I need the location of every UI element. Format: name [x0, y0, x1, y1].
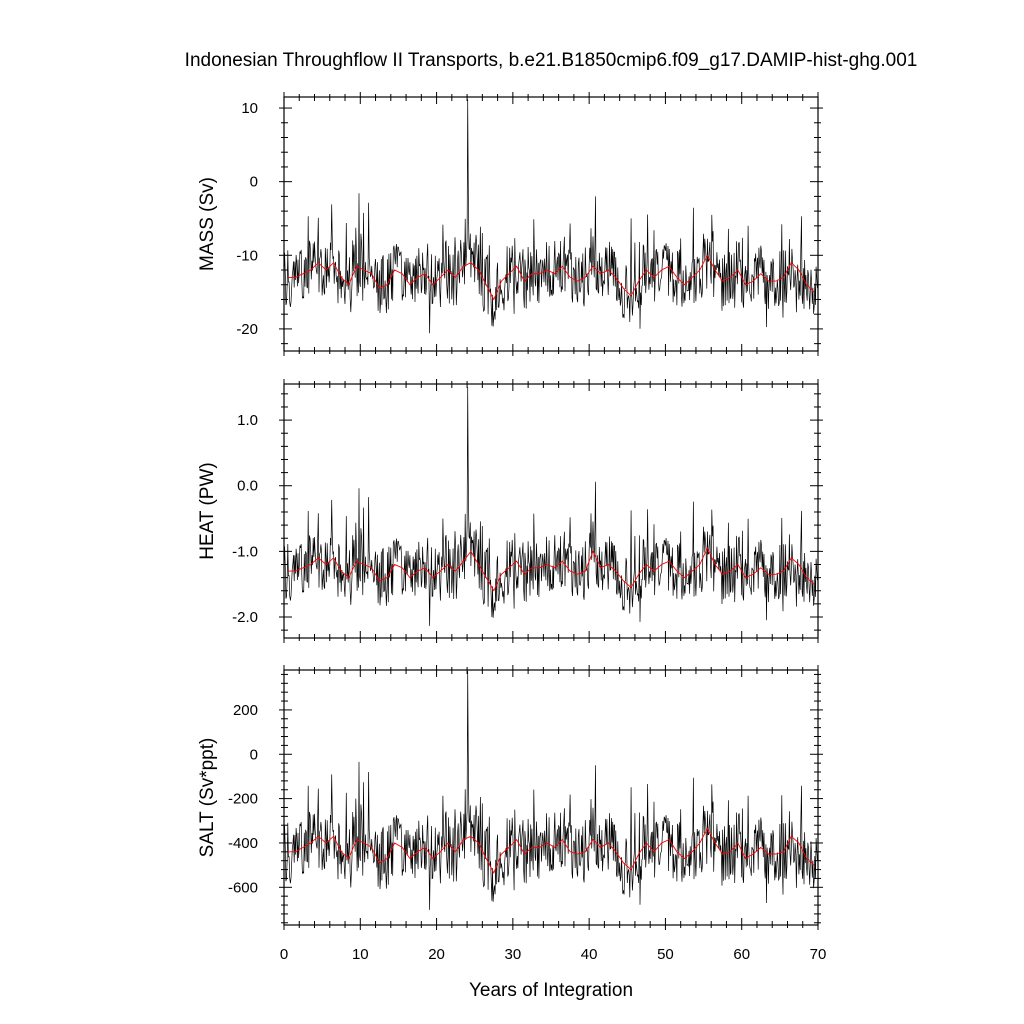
mass-panel: MASS (Sv) -20 -10 0 10: [197, 92, 823, 356]
heat-panel: HEAT (PW) -2.0 -1.0 0.0 1.0: [197, 379, 823, 643]
chart-title: Indonesian Throughflow II Transports, b.…: [185, 50, 918, 71]
salt-annual-mean-series-line: [287, 827, 815, 874]
mass-annual-mean-series-line: [287, 254, 815, 301]
heat-y-axis-title: HEAT (PW): [197, 462, 218, 559]
salt-panel: SALT (Sv*ppt) -600 -400 -200 0 200 0 10 20 30 40 50…: [197, 665, 826, 963]
salt-y-tick-label: -600: [228, 879, 258, 896]
heat-y-tick-label: 0.0: [237, 478, 258, 495]
salt-plot-frame: [283, 669, 819, 926]
salt-y-tick-label: -200: [228, 791, 258, 808]
mass-y-tick-label: 10: [241, 100, 258, 117]
heat-y-tick-label: -2.0: [232, 609, 258, 626]
salt-y-axis-title: SALT (Sv*ppt): [197, 738, 218, 858]
salt-monthly-series-line: [284, 671, 818, 910]
heat-annual-mean-series-line: [287, 547, 815, 592]
heat-y-tick-label: -1.0: [232, 543, 258, 560]
salt-y-tick-label: 200: [233, 702, 258, 719]
heat-monthly-series-line: [284, 387, 818, 626]
salt-y-tick-label: -400: [228, 835, 258, 852]
mass-y-axis-title: MASS (Sv): [197, 177, 218, 271]
salt-y-tick-label: 0: [250, 746, 258, 763]
salt-x-tick-label: 20: [428, 946, 445, 963]
mass-y-tick-label: -10: [236, 247, 258, 264]
mass-y-tick-label: -20: [236, 321, 258, 338]
mass-monthly-series-line: [284, 99, 818, 334]
heat-plot-frame: [283, 383, 819, 639]
salt-x-tick-label: 60: [733, 946, 750, 963]
panels-group: MASS (Sv) -20 -10 0 10 HEAT (PW) -2.0 -1.0 0.0 1.…: [197, 92, 826, 963]
salt-x-tick-label: 0: [280, 946, 288, 963]
salt-x-tick-label: 10: [352, 946, 369, 963]
salt-x-tick-label: 70: [810, 946, 827, 963]
mass-plot-frame: [283, 96, 819, 352]
mass-y-tick-label: 0: [250, 174, 258, 191]
salt-x-tick-label: 30: [505, 946, 522, 963]
x-axis-title: Years of Integration: [469, 980, 633, 1001]
heat-y-tick-label: 1.0: [237, 412, 258, 429]
salt-x-tick-label: 50: [657, 946, 674, 963]
salt-x-tick-label: 40: [581, 946, 598, 963]
